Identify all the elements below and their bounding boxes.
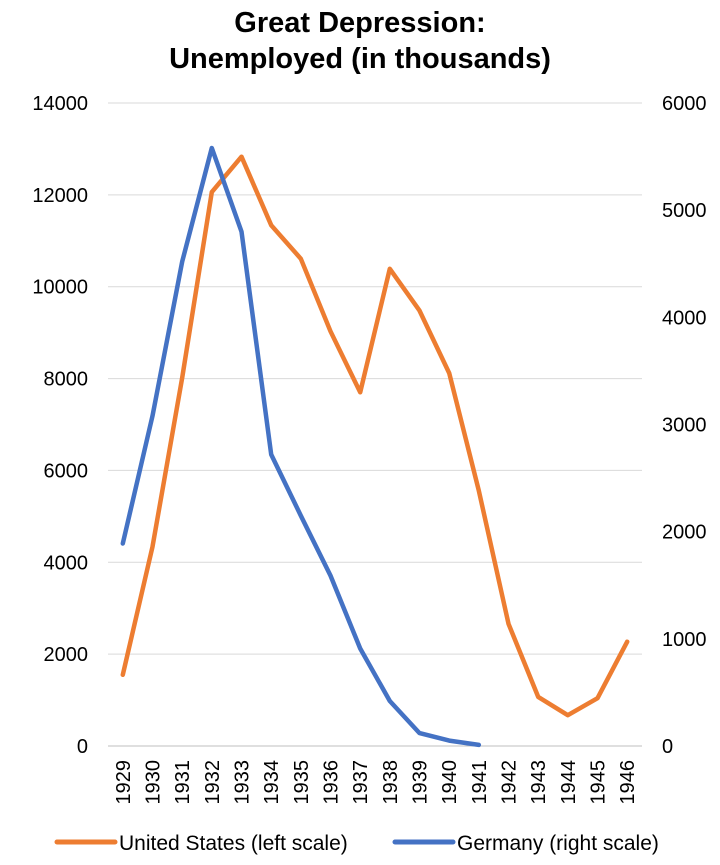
x-axis-tick-label: 1936 bbox=[321, 760, 343, 805]
x-axis-tick-label: 1937 bbox=[350, 760, 372, 805]
right-axis-tick-label: 2000 bbox=[662, 522, 707, 544]
left-y-axis: 0 2000 4000 6000 8000 10000 12000 14000 bbox=[32, 93, 88, 758]
left-axis-tick-label: 6000 bbox=[44, 460, 89, 482]
x-axis-tick-label: 1944 bbox=[558, 760, 580, 805]
left-axis-tick-label: 14000 bbox=[32, 93, 88, 115]
left-axis-tick-label: 8000 bbox=[44, 369, 89, 391]
x-axis-tick-label: 1930 bbox=[143, 760, 165, 805]
right-axis-tick-label: 1000 bbox=[662, 629, 707, 651]
chart-title-line-1: Great Depression: bbox=[234, 7, 485, 39]
right-axis-tick-label: 3000 bbox=[662, 415, 707, 437]
legend-label: Germany (right scale) bbox=[457, 832, 659, 855]
x-axis-tick-label: 1932 bbox=[202, 760, 224, 805]
series-line-united-states bbox=[120, 154, 630, 718]
x-axis-tick-label: 1946 bbox=[617, 760, 639, 805]
legend-label: United States (left scale) bbox=[119, 832, 348, 855]
x-axis-tick-label: 1938 bbox=[380, 760, 402, 805]
legend: United States (left scale) Germany (right… bbox=[54, 832, 659, 855]
x-axis-tick-label: 1931 bbox=[172, 760, 194, 805]
x-axis-tick-label: 1941 bbox=[469, 760, 491, 805]
series-lines bbox=[120, 145, 630, 748]
left-axis-tick-label: 2000 bbox=[44, 644, 89, 666]
chart-title: Great Depression: Unemployed (in thousan… bbox=[169, 7, 551, 75]
x-axis-tick-label: 1929 bbox=[113, 760, 135, 805]
x-axis-tick-label: 1940 bbox=[439, 760, 461, 805]
x-axis: 1929 1930 1931 1932 1933 1934 1935 1936 1937 1938… bbox=[113, 760, 639, 805]
left-axis-tick-label: 12000 bbox=[32, 185, 88, 207]
series-line-germany bbox=[120, 145, 482, 748]
x-axis-tick-label: 1945 bbox=[588, 760, 610, 805]
x-axis-tick-label: 1939 bbox=[410, 760, 432, 805]
x-axis-tick-label: 1942 bbox=[499, 760, 521, 805]
x-axis-tick-label: 1943 bbox=[528, 760, 550, 805]
right-y-axis: 0 1000 2000 3000 4000 5000 6000 bbox=[662, 93, 707, 758]
x-axis-tick-label: 1934 bbox=[261, 760, 283, 805]
x-axis-tick-label: 1933 bbox=[232, 760, 254, 805]
right-axis-tick-label: 5000 bbox=[662, 200, 707, 222]
x-axis-tick-label: 1935 bbox=[291, 760, 313, 805]
left-axis-tick-label: 0 bbox=[77, 736, 88, 758]
left-axis-tick-label: 10000 bbox=[32, 277, 88, 299]
right-axis-tick-label: 0 bbox=[662, 736, 673, 758]
gridlines bbox=[108, 102, 642, 747]
left-axis-tick-label: 4000 bbox=[44, 552, 89, 574]
chart-title-line-2: Unemployed (in thousands) bbox=[169, 43, 551, 75]
right-axis-tick-label: 6000 bbox=[662, 93, 707, 115]
right-axis-tick-label: 4000 bbox=[662, 307, 707, 329]
